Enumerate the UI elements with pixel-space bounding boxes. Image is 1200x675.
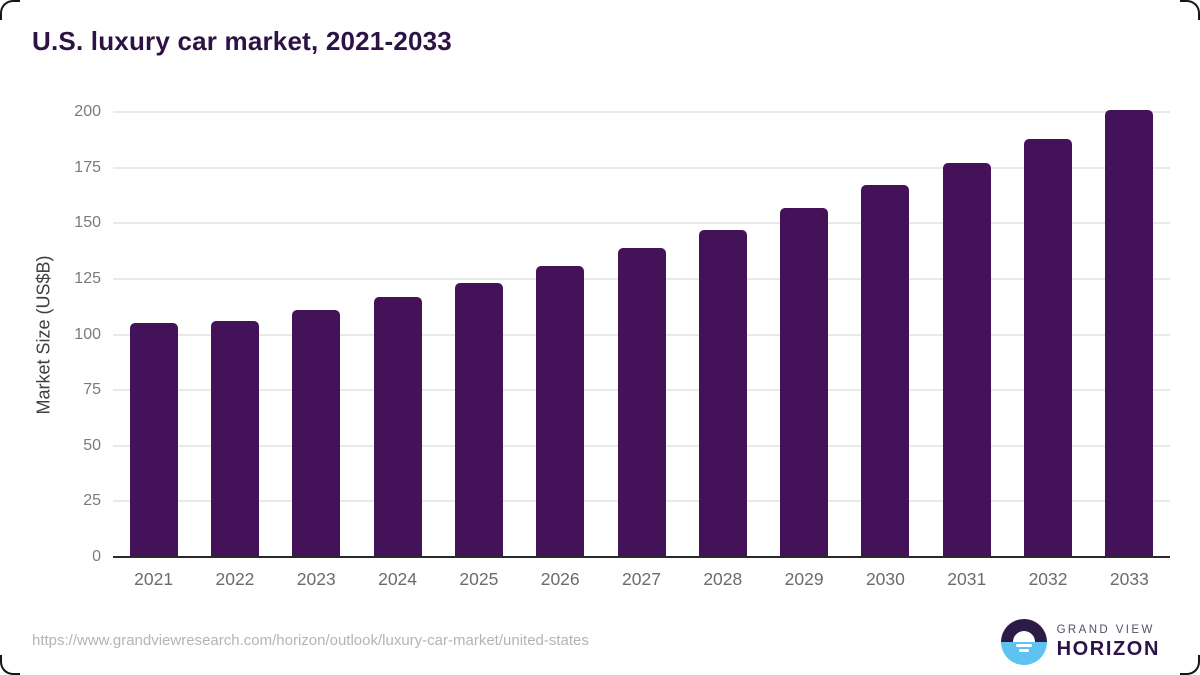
- y-tick-label: 150: [74, 214, 101, 232]
- logo-sea-half: [1000, 642, 1047, 665]
- y-tick-label: 75: [83, 381, 101, 399]
- horizon-logo-icon: [1000, 619, 1047, 665]
- y-tick-label: 200: [74, 103, 101, 120]
- x-tick-label: 2025: [459, 569, 499, 589]
- y-tick-label: 125: [74, 269, 101, 287]
- bar: [536, 265, 585, 557]
- bar: [942, 163, 991, 557]
- x-tick-label: 2024: [378, 569, 418, 589]
- source-url: https://www.grandviewresearch.com/horizo…: [32, 632, 589, 649]
- bar: [292, 310, 341, 557]
- x-tick-label: 2029: [784, 569, 824, 589]
- x-tick-label: 2022: [215, 569, 255, 589]
- x-tick-label: 2026: [540, 569, 580, 589]
- x-axis-line: [113, 556, 1170, 558]
- bar: [1105, 109, 1154, 557]
- gridline: [113, 166, 1170, 169]
- bar: [617, 247, 666, 557]
- y-tick-label: 50: [83, 436, 101, 454]
- bar: [373, 296, 422, 557]
- gridline: [113, 222, 1170, 225]
- y-tick-label: 25: [83, 492, 101, 510]
- y-tick-label: 175: [74, 158, 101, 176]
- bar: [861, 185, 910, 557]
- brand-name-bottom: HORIZON: [1056, 637, 1160, 660]
- x-tick-label: 2031: [947, 569, 987, 589]
- bar: [210, 321, 259, 557]
- brand-name-top: GRAND VIEW: [1056, 623, 1155, 636]
- gridline: [113, 111, 1170, 113]
- logo-ripple: [1015, 643, 1032, 647]
- bar: [129, 323, 178, 557]
- x-tick-label: 2027: [622, 569, 661, 589]
- y-tick-label: 0: [92, 548, 101, 565]
- y-tick-label: 100: [74, 325, 101, 343]
- bar: [780, 207, 829, 557]
- x-tick-label: 2028: [703, 569, 743, 589]
- brand-logo: GRAND VIEW HORIZON: [1000, 619, 1160, 665]
- chart-title: U.S. luxury car market, 2021-2033: [32, 26, 452, 56]
- logo-sky-half: [1000, 619, 1047, 642]
- bar: [454, 283, 503, 557]
- x-tick-label: 2032: [1028, 569, 1068, 589]
- x-tick-label: 2023: [296, 569, 336, 589]
- logo-ripple: [1018, 649, 1029, 653]
- brand-text: GRAND VIEW HORIZON: [1057, 624, 1160, 661]
- x-tick-label: 2033: [1109, 569, 1149, 589]
- x-tick-label: 2021: [134, 569, 174, 589]
- bar: [1024, 138, 1073, 557]
- bar: [698, 229, 747, 557]
- x-tick-label: 2030: [865, 569, 905, 589]
